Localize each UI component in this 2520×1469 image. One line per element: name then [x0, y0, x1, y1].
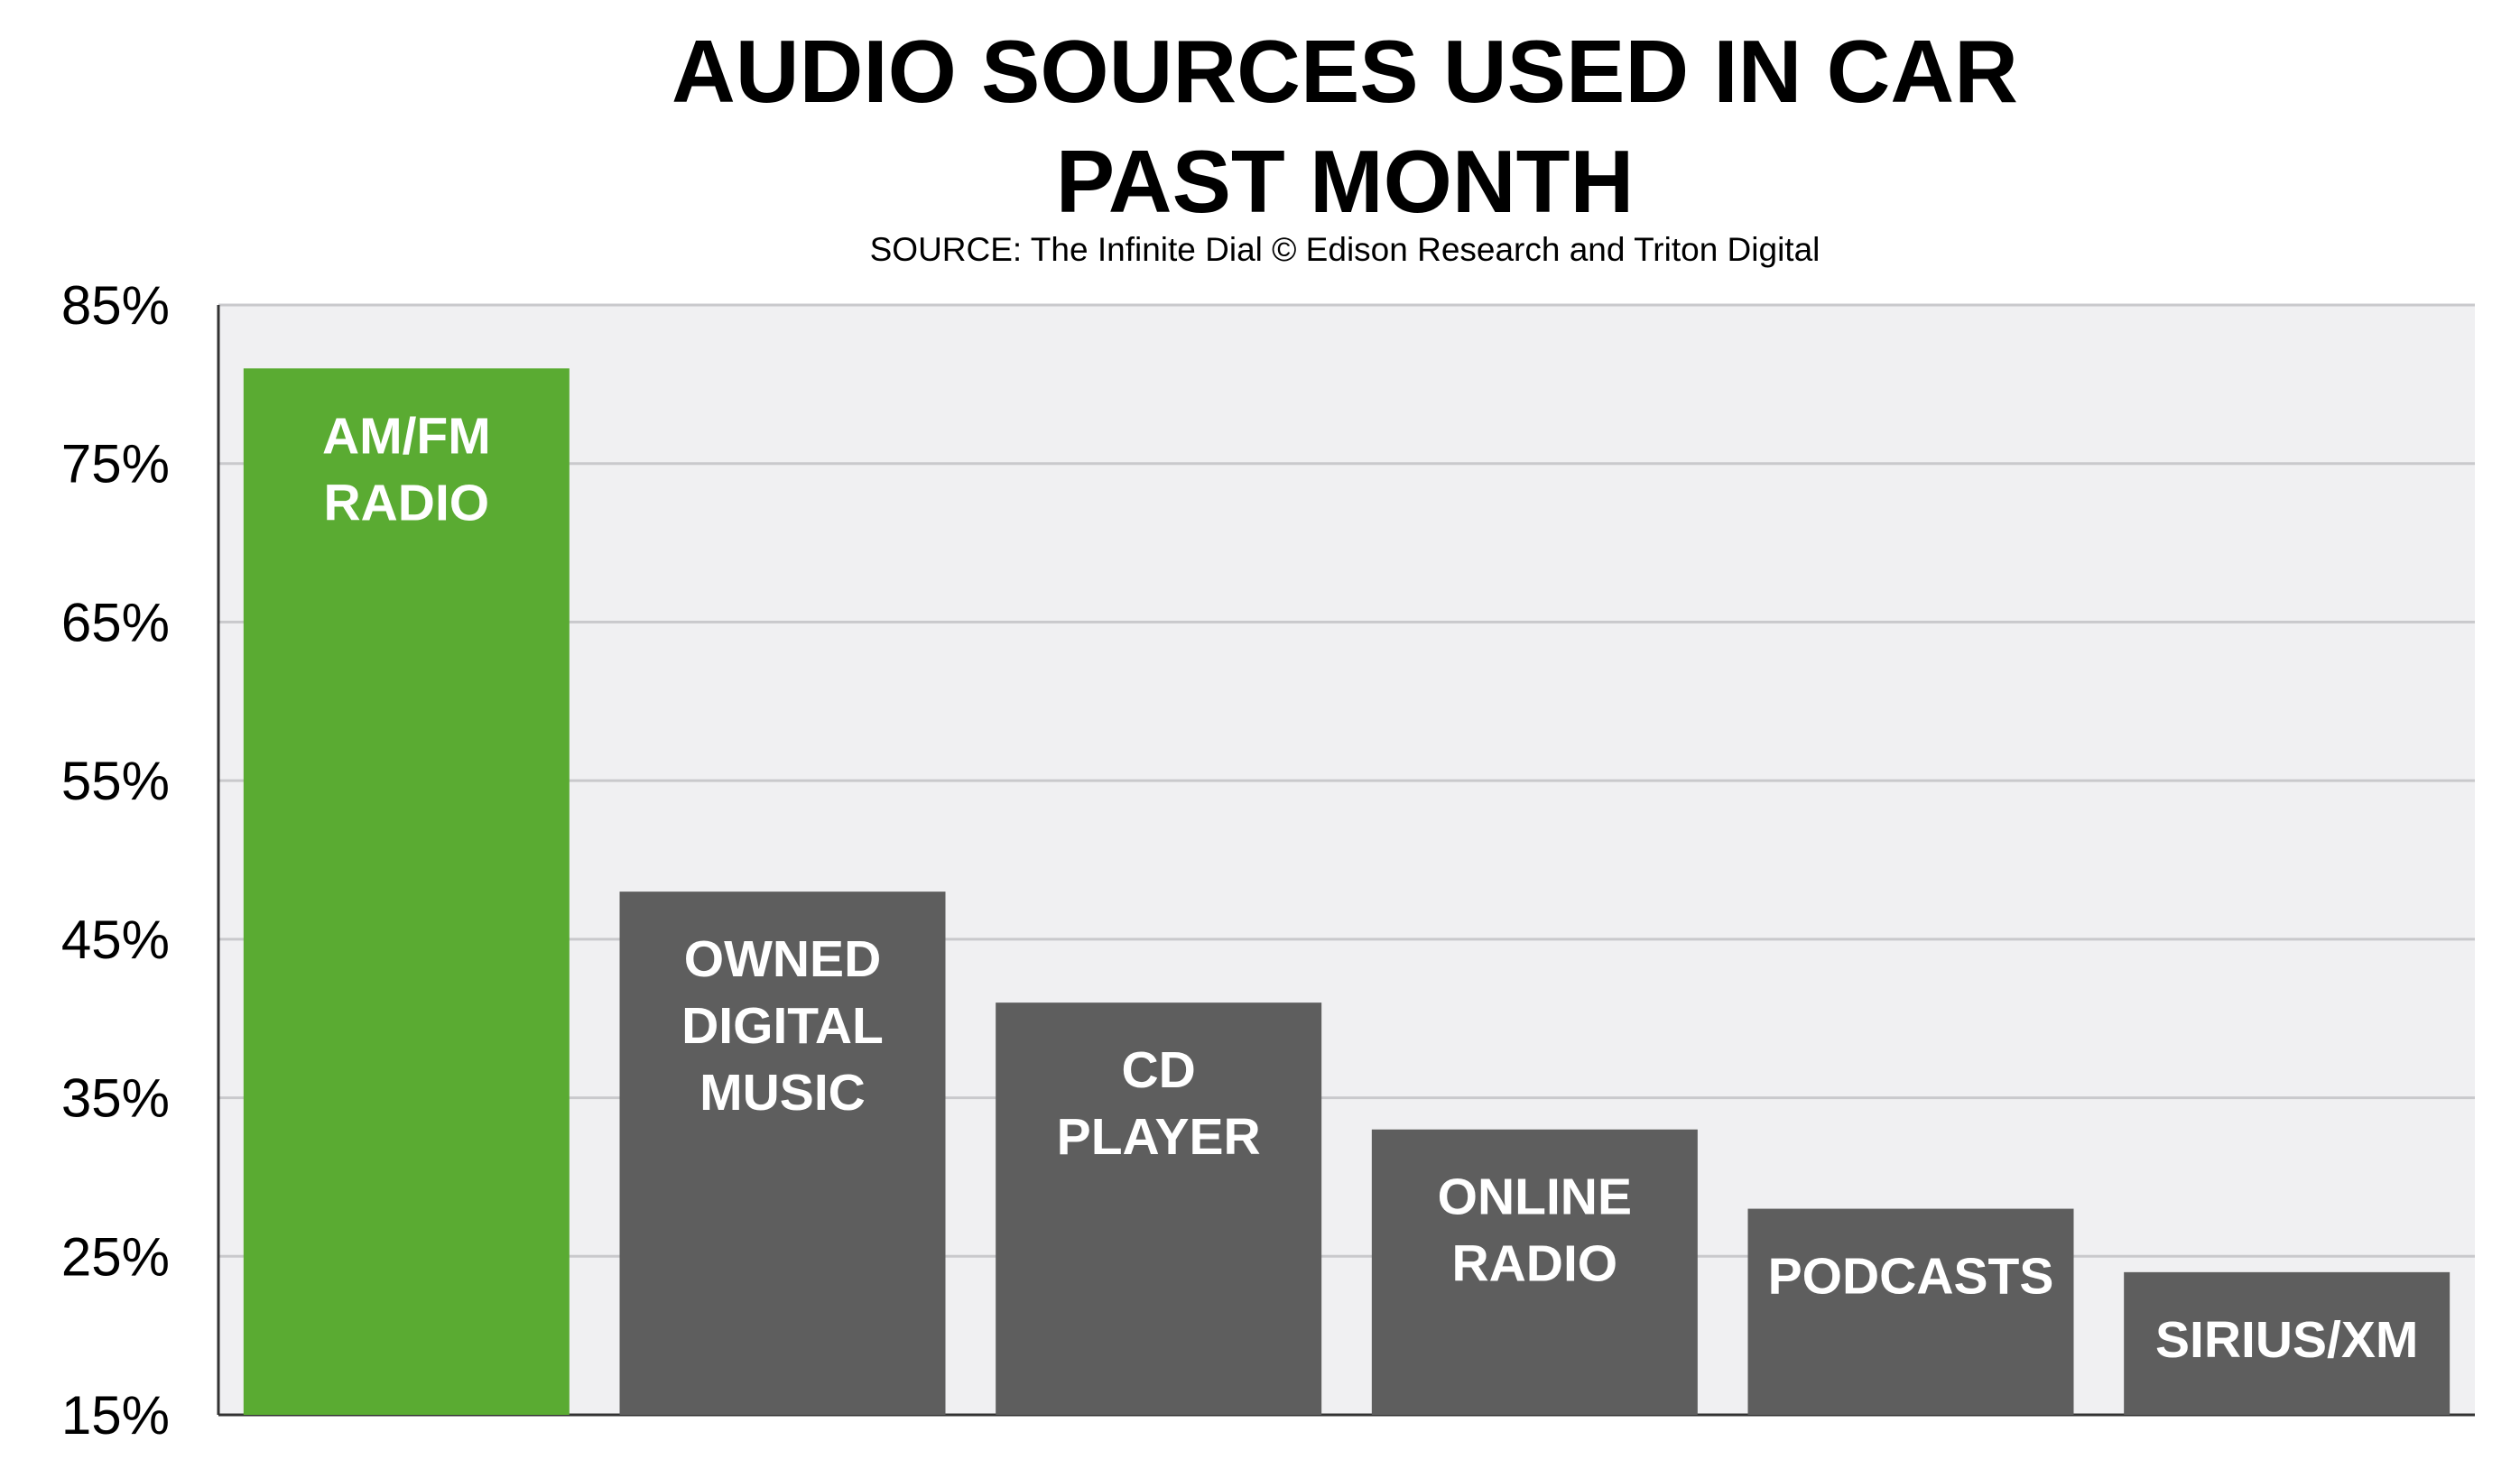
bar-label: PODCASTS — [1768, 1248, 2054, 1306]
chart-subtitle: SOURCE: The Infinite Dial © Edison Resea… — [869, 231, 1821, 268]
bar — [2124, 1271, 2451, 1415]
bar-label: ONLINE — [1438, 1169, 1632, 1226]
y-tick-label: 55% — [61, 751, 170, 811]
bar — [243, 368, 570, 1416]
y-tick-label: 85% — [61, 275, 170, 336]
y-tick-label: 75% — [61, 434, 170, 494]
plot-area — [218, 305, 2475, 1415]
bar-label: SIRIUS/XM — [2155, 1311, 2418, 1369]
y-tick-label: 35% — [61, 1068, 170, 1129]
y-tick-label: 65% — [61, 592, 170, 652]
bar-label: RADIO — [323, 474, 489, 531]
bar — [996, 1002, 1322, 1415]
bar-label: AM/FM — [322, 407, 491, 465]
chart-title-line-1: AUDIO SOURCES USED IN CAR — [672, 22, 2018, 121]
y-tick-label: 45% — [61, 910, 170, 970]
bar-label: PLAYER — [1057, 1108, 1261, 1166]
chart-title: AUDIO SOURCES USED IN CAR PAST MONTH — [0, 16, 2520, 236]
y-tick-label: 25% — [61, 1226, 170, 1287]
bar-label: DIGITAL — [681, 997, 884, 1055]
bar-label: MUSIC — [699, 1064, 866, 1122]
y-tick-label: 15% — [61, 1385, 170, 1446]
bar — [1747, 1208, 2074, 1415]
bar-label: CD — [1122, 1041, 1196, 1099]
chart-title-line-2: PAST MONTH — [1055, 132, 1635, 231]
bar-label: RADIO — [1451, 1235, 1617, 1293]
bar — [1371, 1129, 1698, 1415]
bar — [619, 892, 946, 1415]
bar-label: OWNED — [684, 930, 881, 988]
